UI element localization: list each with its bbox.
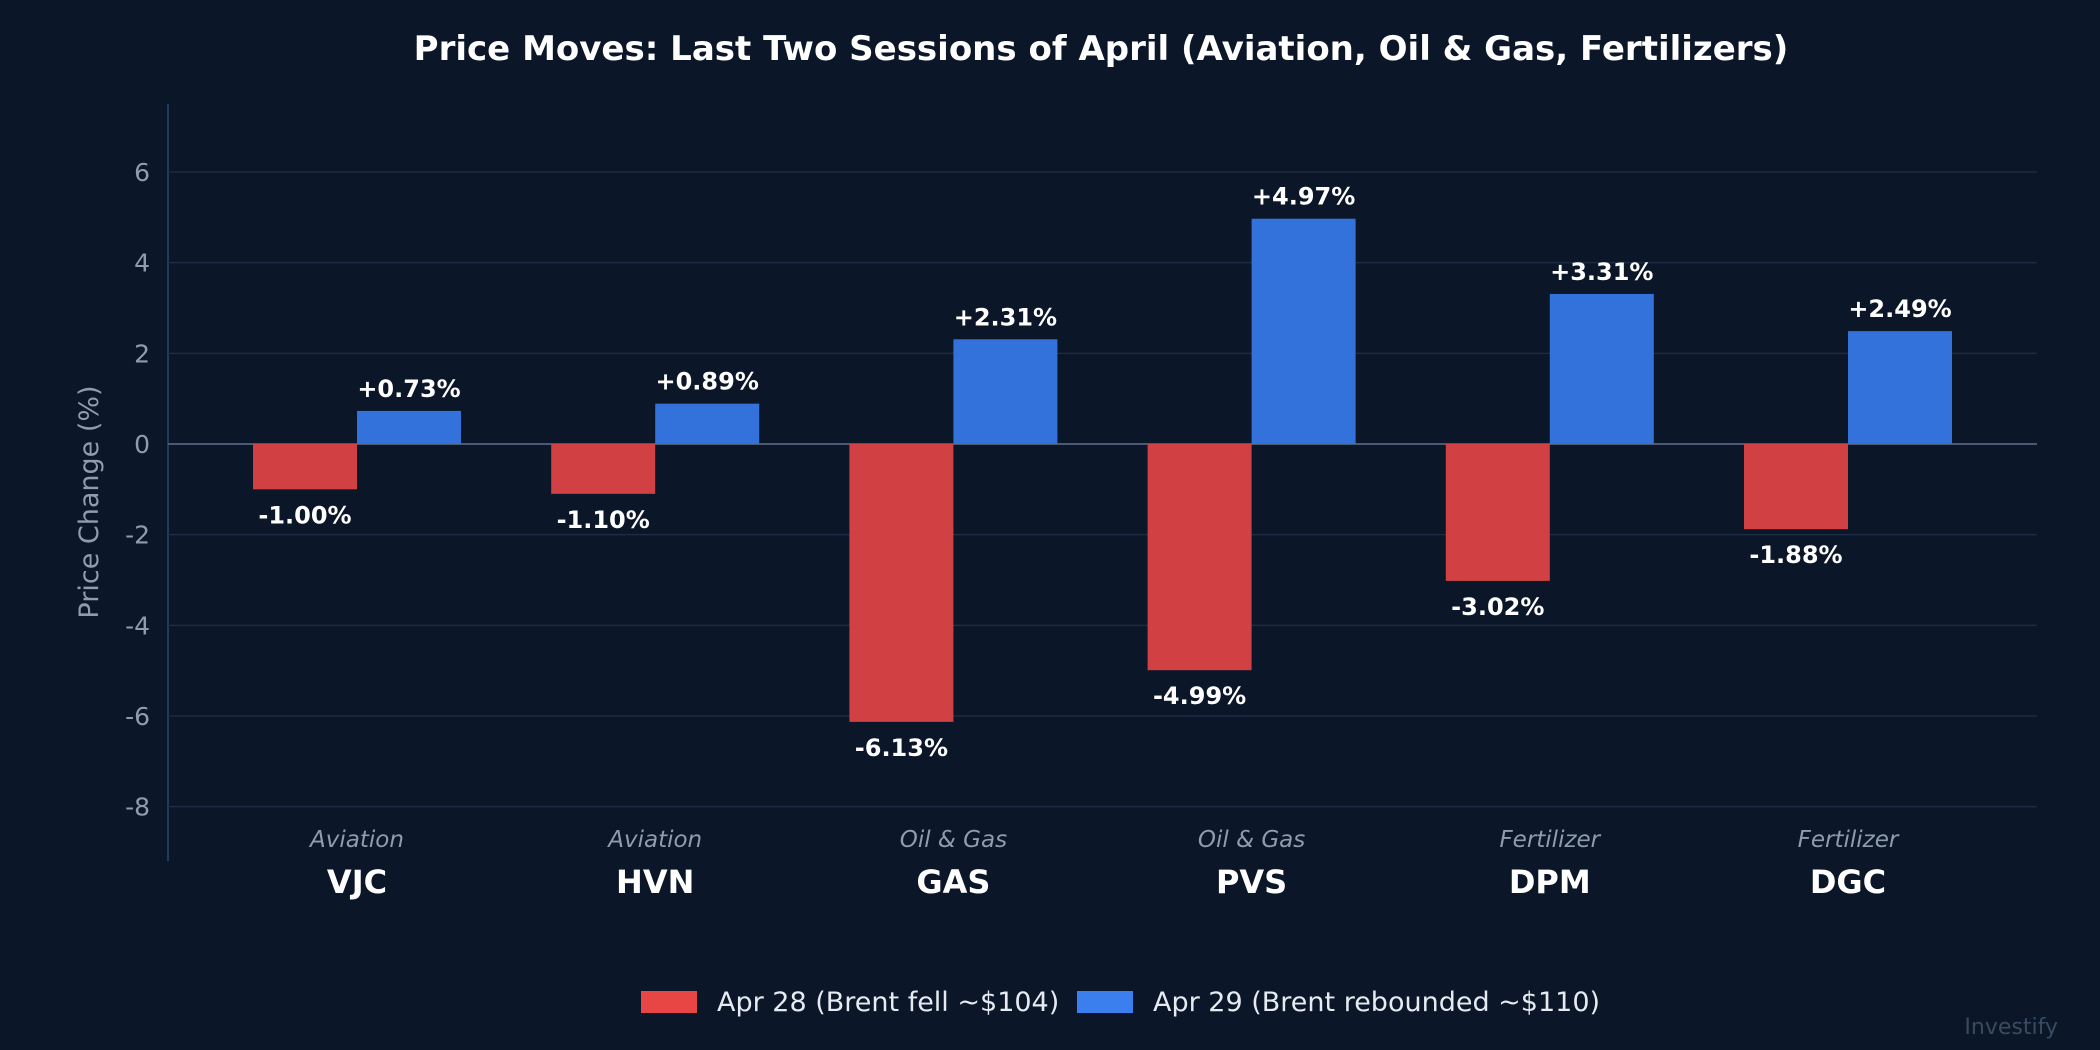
y-tick-label: -8 [125, 793, 150, 822]
sector-label: Aviation [606, 827, 702, 853]
category-label: DGC [1810, 863, 1886, 901]
y-tick-label: -6 [125, 702, 150, 731]
bar-dpm-series-2 [1549, 293, 1654, 444]
bar-dgc-series-2 [1848, 331, 1952, 444]
y-tick-label: 0 [134, 430, 150, 459]
data-label: +0.89% [656, 368, 759, 396]
category-label: DPM [1509, 863, 1591, 901]
data-label: -6.13% [855, 734, 948, 762]
y-axis-label: Price Change (%) [74, 385, 105, 618]
bar-dgc-series-1 [1744, 444, 1848, 530]
data-label: +3.31% [1550, 258, 1653, 286]
sector-label: Fertilizer [1499, 827, 1601, 853]
chart-title: Price Moves: Last Two Sessions of April … [414, 29, 1789, 69]
sector-label: Oil & Gas [900, 827, 1007, 853]
bar-pvs-series-2 [1251, 218, 1356, 444]
legend-label: Apr 28 (Brent fell ~$104) [717, 987, 1059, 1018]
watermark: Investify [1964, 1015, 2058, 1040]
category-label: PVS [1216, 863, 1287, 901]
category-label: VJC [327, 863, 387, 901]
data-labels: -1.00% +0.73% -1.10% +0.89% -6.13% +2.31% -4.9… [258, 183, 1951, 762]
legend-swatch [641, 991, 697, 1013]
bar-vjc-series-1 [253, 444, 357, 490]
bar-dpm-series-1 [1445, 444, 1550, 581]
legend-swatch [1077, 991, 1133, 1013]
data-label: -4.99% [1153, 682, 1246, 710]
y-tick-label: 2 [134, 339, 150, 368]
y-tick-label: 4 [134, 249, 150, 278]
bars [253, 218, 1952, 722]
sector-label: Oil & Gas [1198, 827, 1305, 853]
y-axis-ticks: 6 4 2 0 -2 -4 -6 -8 [125, 158, 150, 822]
legend-label: Apr 29 (Brent rebounded ~$110) [1153, 987, 1600, 1018]
category-label: GAS [916, 863, 990, 901]
data-label: -1.88% [1749, 541, 1842, 569]
data-label: +4.97% [1252, 183, 1355, 211]
data-label: -1.10% [557, 506, 650, 534]
gridlines [167, 104, 2037, 862]
sector-label: Aviation [308, 827, 404, 853]
y-tick-label: 6 [134, 158, 150, 187]
x-axis-labels: Aviation VJC Aviation HVN Oil & Gas GAS Oil & … [308, 827, 1900, 901]
data-label: -3.02% [1451, 593, 1544, 621]
bar-gas-series-1 [849, 444, 954, 722]
sector-label: Fertilizer [1798, 827, 1900, 853]
data-label: +2.49% [1848, 295, 1951, 323]
bar-vjc-series-2 [357, 410, 461, 444]
legend: Apr 28 (Brent fell ~$104) Apr 29 (Brent r… [641, 987, 1600, 1018]
bar-gas-series-2 [953, 339, 1058, 444]
y-tick-label: -4 [125, 611, 150, 640]
category-label: HVN [616, 863, 694, 901]
bar-hvn-series-2 [655, 403, 760, 444]
y-tick-label: -2 [125, 521, 150, 550]
data-label: +0.73% [357, 375, 460, 403]
bar-hvn-series-1 [551, 444, 656, 494]
bar-pvs-series-1 [1147, 444, 1252, 671]
data-label: +2.31% [954, 303, 1057, 331]
data-label: -1.00% [258, 501, 351, 529]
